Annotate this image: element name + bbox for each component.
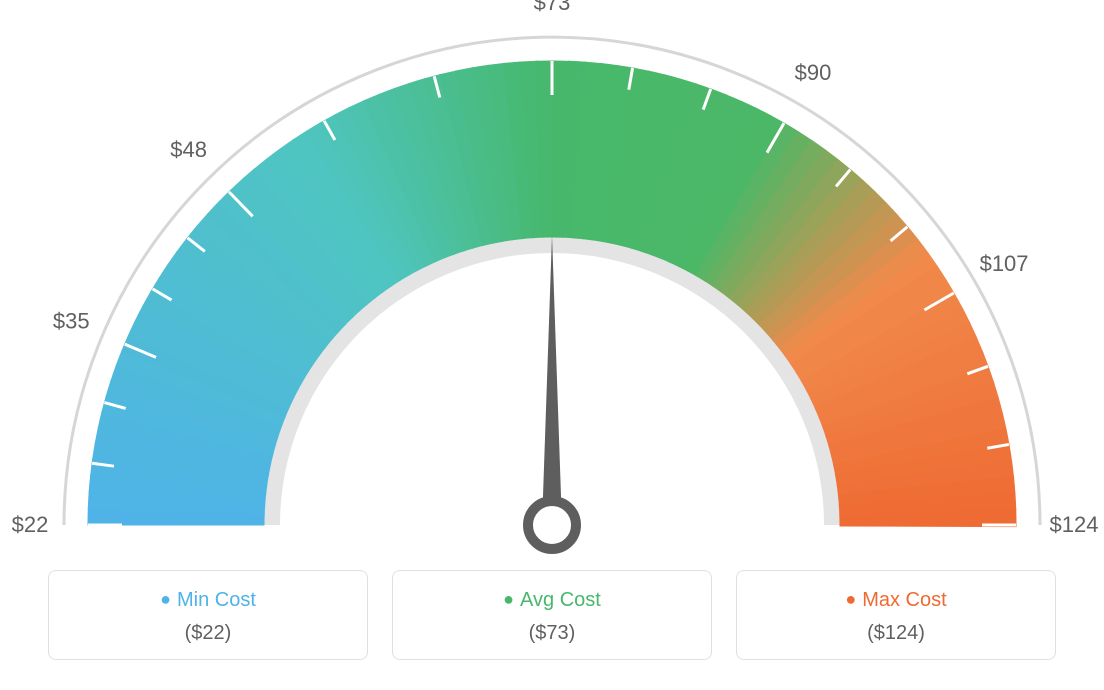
gauge-chart: $22 $35 $48 $73 $90 $107 $124 <box>0 0 1104 560</box>
legend-title-avg: ● Avg Cost <box>393 589 711 612</box>
legend-card-max: ● Max Cost ($124) <box>736 570 1056 660</box>
legend-title-max: ● Max Cost <box>737 589 1055 612</box>
dot-icon: ● <box>160 589 171 609</box>
dot-icon: ● <box>845 589 856 609</box>
svg-text:$107: $107 <box>980 251 1029 276</box>
svg-text:$22: $22 <box>12 512 49 537</box>
legend-label: Max Cost <box>862 589 946 611</box>
svg-text:$35: $35 <box>53 309 90 334</box>
legend-value-max: ($124) <box>737 622 1055 645</box>
legend-label: Min Cost <box>177 589 256 611</box>
legend-card-min: ● Min Cost ($22) <box>48 570 368 660</box>
svg-text:$90: $90 <box>795 60 832 85</box>
legend-value-min: ($22) <box>49 622 367 645</box>
svg-text:$48: $48 <box>170 137 207 162</box>
svg-text:$124: $124 <box>1050 512 1099 537</box>
legend-value-avg: ($73) <box>393 622 711 645</box>
gauge-svg: $22 $35 $48 $73 $90 $107 $124 <box>0 0 1104 560</box>
legend-label: Avg Cost <box>520 589 601 611</box>
legend-row: ● Min Cost ($22) ● Avg Cost ($73) ● Max Cos… <box>0 570 1104 660</box>
legend-title-min: ● Min Cost <box>49 589 367 612</box>
dot-icon: ● <box>503 589 514 609</box>
legend-card-avg: ● Avg Cost ($73) <box>392 570 712 660</box>
svg-text:$73: $73 <box>534 0 571 15</box>
